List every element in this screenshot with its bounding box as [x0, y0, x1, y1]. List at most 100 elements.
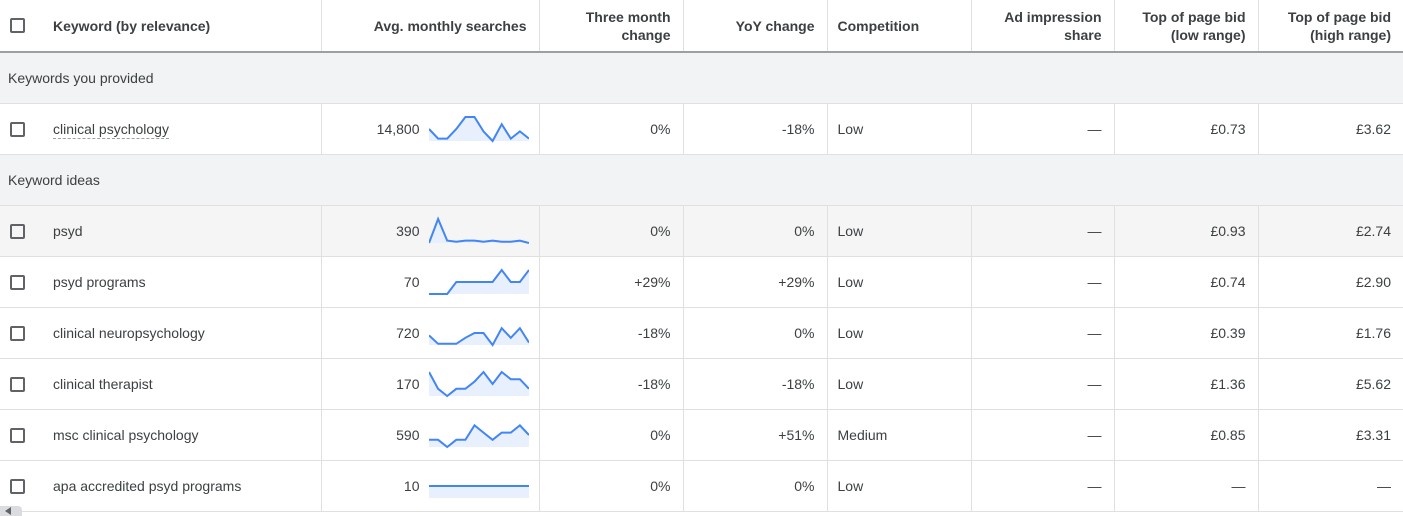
bid-low: £0.74: [1113, 256, 1258, 308]
keyword-cell: psyd programs: [40, 256, 321, 308]
ad-impression-share: —: [970, 256, 1114, 308]
keyword-text: clinical therapist: [53, 376, 153, 392]
header-bid-low-line2: (low range): [1170, 26, 1246, 43]
ad-impression-share: —: [970, 103, 1114, 155]
table-row[interactable]: clinical neuropsychology 720 -18% 0% Low — £0.…: [0, 307, 1403, 359]
bid-high: £5.62: [1257, 358, 1403, 410]
row-checkbox[interactable]: [10, 274, 25, 290]
header-bid-high-line2: (high range): [1310, 26, 1391, 43]
table-row[interactable]: psyd programs 70 +29% +29% Low — £0.74 £2.90: [0, 256, 1403, 308]
sparkline-area: [428, 372, 529, 396]
three-month-change: 0%: [538, 409, 683, 461]
avg-searches-value: 70: [403, 274, 420, 290]
select-all-checkbox[interactable]: [10, 18, 25, 33]
table-row[interactable]: clinical therapist 170 -18% -18% Low — £1.36 £5…: [0, 358, 1403, 410]
bid-high: £1.76: [1257, 307, 1403, 359]
avg-searches-value: 390: [396, 223, 420, 239]
header-three-month-line1: Three month: [585, 8, 671, 25]
keyword-cell: apa accredited psyd programs: [40, 460, 321, 512]
bid-low: —: [1113, 460, 1258, 512]
header-row: Keyword (by relevance) Avg. monthly sear…: [0, 0, 1403, 53]
table-row[interactable]: psyd 390 0% 0% Low — £0.93 £2.74: [0, 205, 1403, 257]
row-checkbox[interactable]: [10, 223, 25, 239]
sparkline-line: [428, 423, 529, 449]
row-checkbox[interactable]: [10, 376, 25, 392]
row-checkbox[interactable]: [10, 325, 25, 341]
three-month-change: 0%: [538, 205, 683, 257]
three-month-change: 0%: [538, 460, 683, 512]
header-yoy-change[interactable]: YoY change: [682, 0, 827, 53]
keyword-text[interactable]: clinical psychology: [53, 121, 169, 139]
header-competition[interactable]: Competition: [826, 0, 971, 53]
yoy-change: 0%: [682, 460, 827, 512]
avg-searches-cell: 10: [320, 460, 539, 512]
header-three-month-change[interactable]: Three month change: [538, 0, 683, 53]
competition: Medium: [826, 409, 971, 461]
header-competition-label: Competition: [837, 17, 920, 34]
sparkline-line: [428, 116, 529, 143]
row-checkbox[interactable]: [10, 427, 25, 443]
keyword-text: clinical neuropsychology: [53, 325, 205, 341]
row-checkbox[interactable]: [10, 478, 25, 494]
scroll-left-icon[interactable]: [0, 506, 22, 516]
trend-sparkline[interactable]: [428, 113, 529, 145]
sparkline-area: [428, 486, 529, 498]
table-row[interactable]: clinical psychology 14,800 0% -18% Low — £0.73…: [0, 103, 1403, 155]
header-keyword-label: Keyword (by relevance): [53, 17, 211, 34]
row-checkbox-cell: [0, 409, 40, 461]
avg-searches-cell: 720: [320, 307, 539, 359]
trend-sparkline[interactable]: [428, 419, 529, 451]
header-bid-low[interactable]: Top of page bid (low range): [1113, 0, 1258, 53]
bid-low: £0.85: [1113, 409, 1258, 461]
row-checkbox-cell: [0, 103, 40, 155]
trend-sparkline[interactable]: [428, 317, 529, 349]
sparkline-line: [428, 268, 529, 295]
competition: Low: [826, 358, 971, 410]
yoy-change: 0%: [682, 205, 827, 257]
keyword-text: msc clinical psychology: [53, 427, 199, 443]
row-checkbox-cell: [0, 256, 40, 308]
bid-low: £0.93: [1113, 205, 1258, 257]
sparkline-line: [428, 326, 529, 347]
row-checkbox-cell: [0, 307, 40, 359]
trend-sparkline[interactable]: [428, 215, 529, 247]
header-keyword[interactable]: Keyword (by relevance): [40, 0, 321, 53]
keyword-text: psyd programs: [53, 274, 146, 290]
header-ad-impression-share[interactable]: Ad impression share: [970, 0, 1114, 53]
group-label: Keywords you provided: [0, 52, 1403, 104]
yoy-change: +51%: [682, 409, 827, 461]
group-label: Keyword ideas: [0, 154, 1403, 206]
trend-sparkline[interactable]: [428, 470, 529, 502]
competition: Low: [826, 103, 971, 155]
sparkline-area: [428, 425, 529, 447]
bid-high: £2.74: [1257, 205, 1403, 257]
group-header-ideas: Keyword ideas: [0, 154, 1403, 206]
trend-sparkline[interactable]: [428, 368, 529, 400]
trend-sparkline[interactable]: [428, 266, 529, 298]
header-three-month-line2: change: [621, 26, 671, 43]
three-month-change: +29%: [538, 256, 683, 308]
table-row[interactable]: msc clinical psychology 590 0% +51% Medium — £…: [0, 409, 1403, 461]
avg-searches-cell: 14,800: [320, 103, 539, 155]
avg-searches-cell: 170: [320, 358, 539, 410]
header-yoy-label: YoY change: [735, 17, 815, 34]
table-row[interactable]: apa accredited psyd programs 10 0% 0% Low — — —: [0, 460, 1403, 512]
competition: Low: [826, 256, 971, 308]
header-avg-monthly-searches[interactable]: Avg. monthly searches: [320, 0, 539, 53]
yoy-change: 0%: [682, 307, 827, 359]
bid-low: £1.36: [1113, 358, 1258, 410]
keyword-cell: clinical neuropsychology: [40, 307, 321, 359]
ad-impression-share: —: [970, 358, 1114, 410]
bid-low: £0.73: [1113, 103, 1258, 155]
competition: Low: [826, 205, 971, 257]
bid-low: £0.39: [1113, 307, 1258, 359]
row-checkbox-cell: [0, 205, 40, 257]
sparkline-area: [428, 117, 529, 141]
bid-high: £3.62: [1257, 103, 1403, 155]
row-checkbox-cell: [0, 460, 40, 512]
bid-high: —: [1257, 460, 1403, 512]
header-bid-high[interactable]: Top of page bid (high range): [1257, 0, 1403, 53]
avg-searches-value: 720: [396, 325, 420, 341]
yoy-change: +29%: [682, 256, 827, 308]
row-checkbox[interactable]: [10, 121, 25, 137]
